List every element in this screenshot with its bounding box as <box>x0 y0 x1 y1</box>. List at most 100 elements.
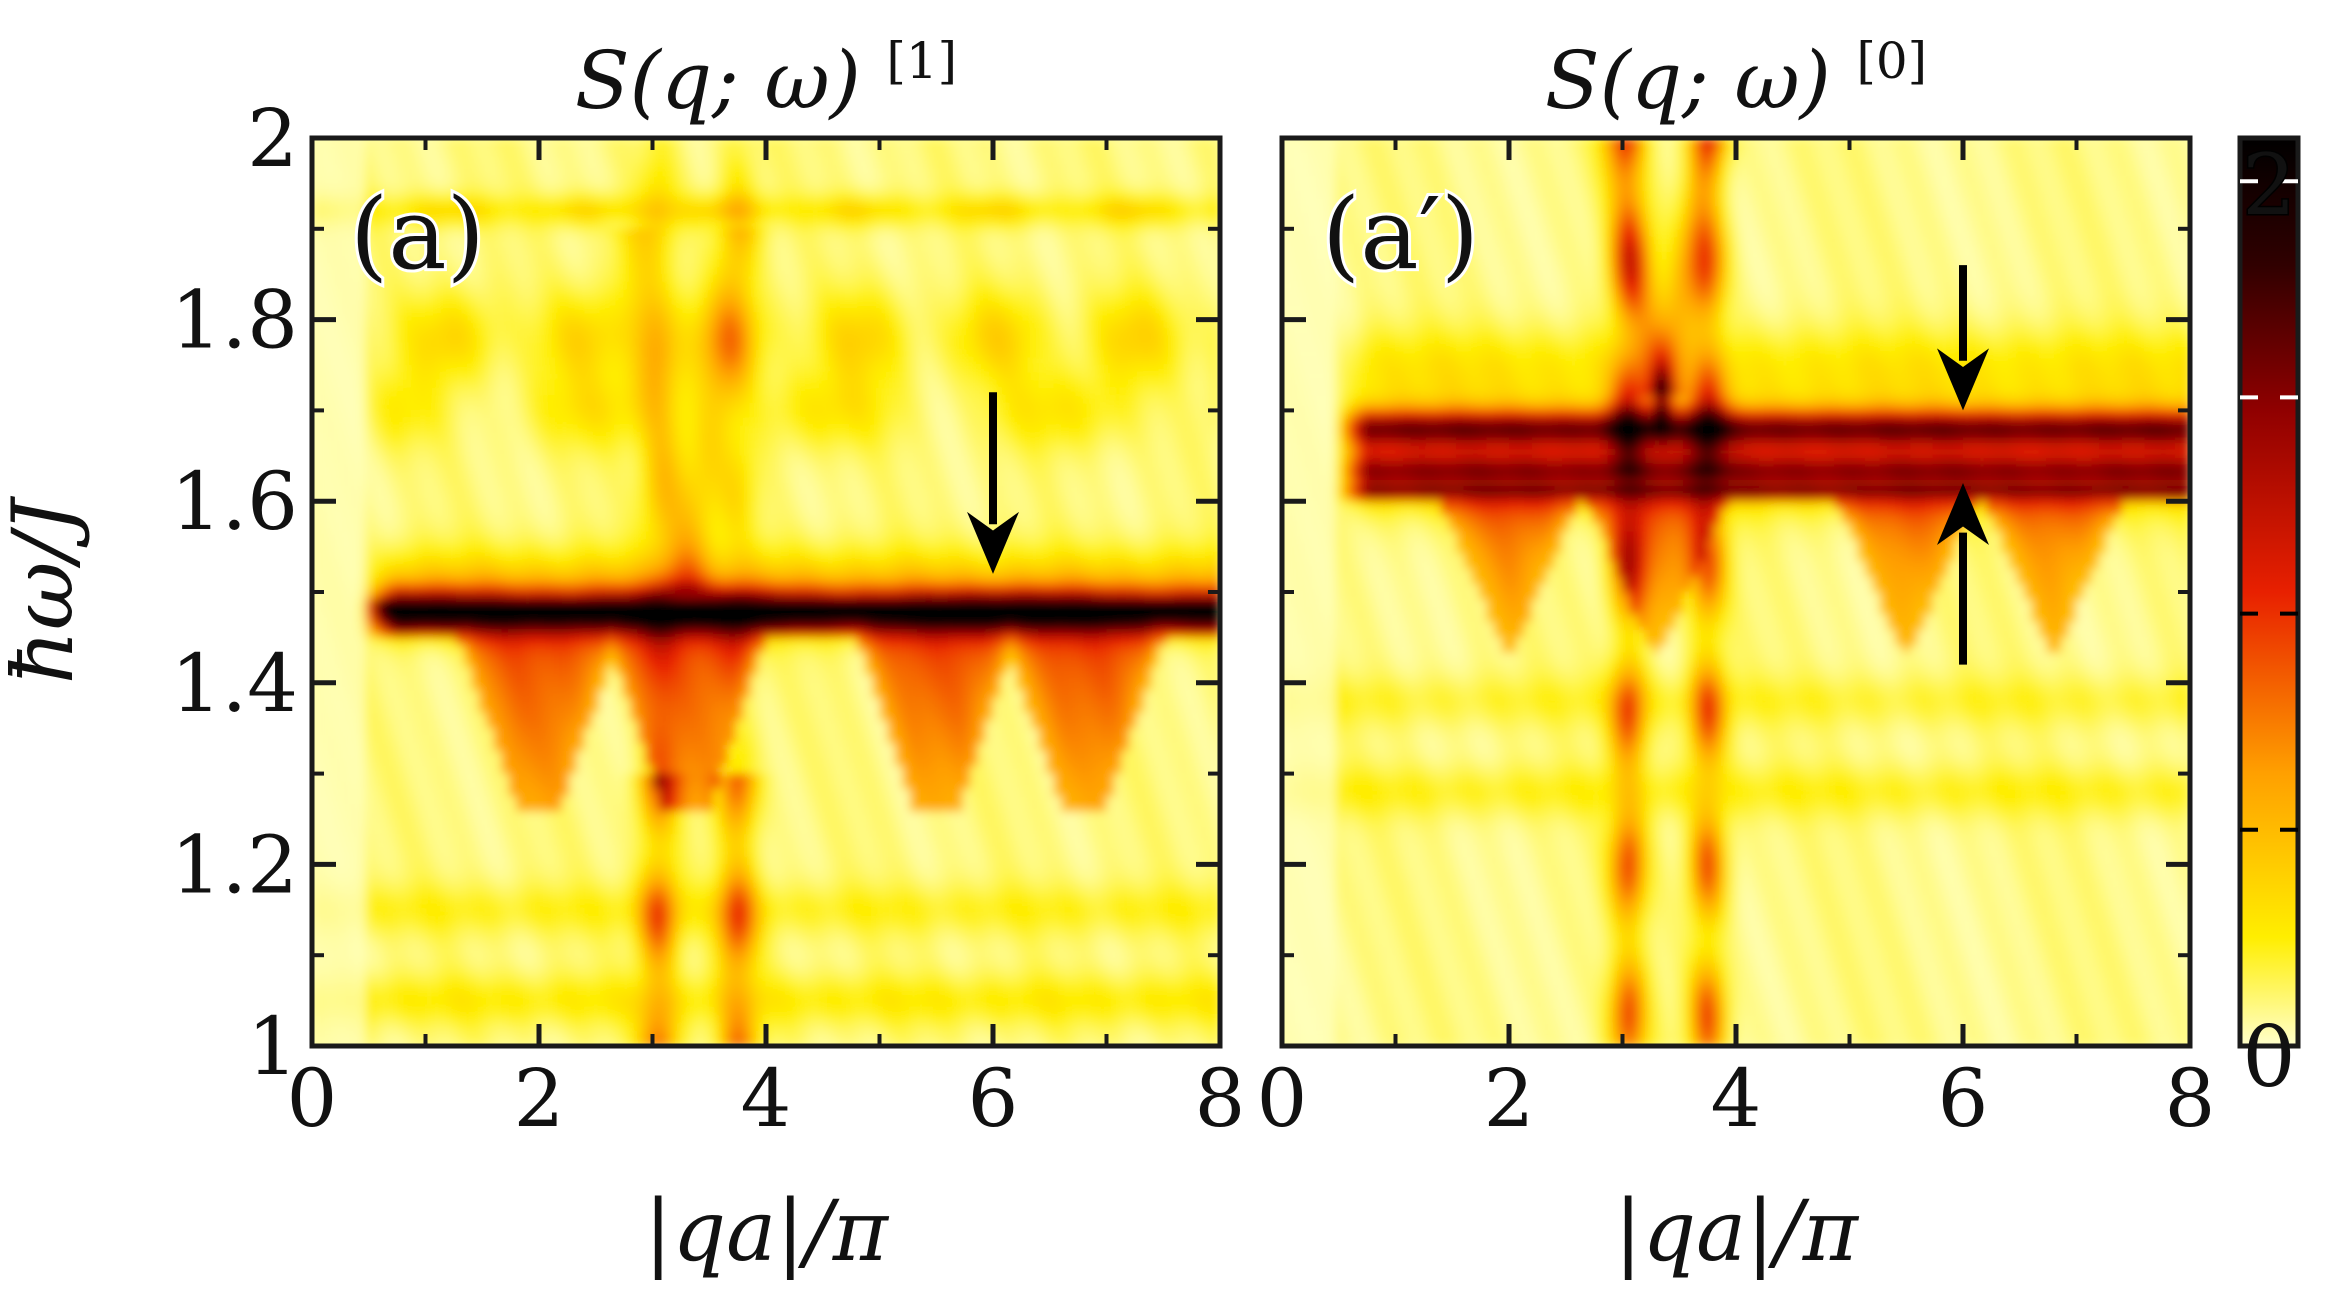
heat-cell <box>433 418 441 426</box>
heat-cell <box>335 811 343 819</box>
heat-cell <box>471 706 479 714</box>
heat-cell <box>380 380 388 388</box>
heat-cell <box>562 433 570 441</box>
heat-cell <box>448 789 456 797</box>
heat-cell <box>403 849 411 857</box>
heat-cell <box>524 426 532 434</box>
heat-cell <box>342 365 350 373</box>
heat-cell <box>509 766 517 774</box>
heat-cell <box>357 524 365 532</box>
heat-cell <box>524 940 532 948</box>
heat-cell <box>516 713 524 721</box>
heat-cell <box>547 872 555 880</box>
heat-cell <box>365 1008 373 1016</box>
heat-cell <box>365 584 373 592</box>
heat-cell <box>380 539 388 547</box>
heat-cell <box>380 312 388 320</box>
heat-cell <box>607 274 615 282</box>
heat-cell <box>577 410 585 418</box>
heat-cell <box>600 274 608 282</box>
heat-cell <box>335 615 343 623</box>
heat-cell <box>365 675 373 683</box>
heat-cell <box>350 925 358 933</box>
heat-cell <box>342 1001 350 1009</box>
heat-cell <box>577 1031 585 1039</box>
heat-cell <box>380 910 388 918</box>
heat-cell <box>577 584 585 592</box>
heat-cell <box>615 380 623 388</box>
heat-cell <box>448 736 456 744</box>
heat-cell <box>486 955 494 963</box>
heat-cell <box>501 993 509 1001</box>
heat-cell <box>456 933 464 941</box>
heat-cell <box>380 410 388 418</box>
heat-cell <box>433 910 441 918</box>
heat-cell <box>584 426 592 434</box>
heat-cell <box>584 456 592 464</box>
heat-cell <box>531 259 539 267</box>
heat-cell <box>463 774 471 782</box>
heat-cell <box>357 804 365 812</box>
heat-cell <box>554 350 562 358</box>
heat-cell <box>433 622 441 630</box>
heat-cell <box>577 221 585 229</box>
heat-cell <box>373 781 381 789</box>
heat-cell <box>531 161 539 169</box>
heat-cell <box>486 486 494 494</box>
heat-cell <box>494 698 502 706</box>
heat-cell <box>531 244 539 252</box>
heat-cell <box>441 849 449 857</box>
heat-cell <box>577 320 585 328</box>
heat-cell <box>388 910 396 918</box>
heat-cell <box>403 902 411 910</box>
heat-cell <box>615 471 623 479</box>
heat-cell <box>471 524 479 532</box>
heat-cell <box>592 804 600 812</box>
heat-cell <box>365 834 373 842</box>
heat-cell <box>350 584 358 592</box>
heat-cell <box>539 948 547 956</box>
heat-cell <box>539 675 547 683</box>
heat-cell <box>471 501 479 509</box>
heat-cell <box>494 917 502 925</box>
heat-cell <box>433 789 441 797</box>
heat-cell <box>380 501 388 509</box>
heat-cell <box>456 357 464 365</box>
heat-cell <box>615 955 623 963</box>
heat-cell <box>592 774 600 782</box>
heat-cell <box>463 811 471 819</box>
heat-cell <box>418 993 426 1001</box>
heat-cell <box>554 403 562 411</box>
heat-cell <box>577 690 585 698</box>
heat-cell <box>448 917 456 925</box>
heat-cell <box>365 804 373 812</box>
heat-cell <box>395 509 403 517</box>
heat-cell <box>342 736 350 744</box>
heat-cell <box>562 895 570 903</box>
heat-cell <box>600 320 608 328</box>
heat-cell <box>509 630 517 638</box>
heat-cell <box>531 471 539 479</box>
heat-cell <box>357 592 365 600</box>
heat-cell <box>320 456 328 464</box>
heat-cell <box>509 607 517 615</box>
heat-cell <box>456 864 464 872</box>
heat-cell <box>592 494 600 502</box>
heat-cell <box>441 357 449 365</box>
heat-cell <box>577 304 585 312</box>
heat-cell <box>418 426 426 434</box>
heat-cell <box>509 320 517 328</box>
heat-cell <box>335 395 343 403</box>
heat-cell <box>539 895 547 903</box>
heat-cell <box>607 350 615 358</box>
heat-cell <box>395 441 403 449</box>
heat-cell <box>365 592 373 600</box>
heat-cell <box>501 426 509 434</box>
heat-cell <box>577 592 585 600</box>
heat-cell <box>357 554 365 562</box>
heat-cell <box>350 168 358 176</box>
heat-cell <box>607 312 615 320</box>
heat-cell <box>342 1008 350 1016</box>
heat-cell <box>516 441 524 449</box>
heat-cell <box>569 993 577 1001</box>
